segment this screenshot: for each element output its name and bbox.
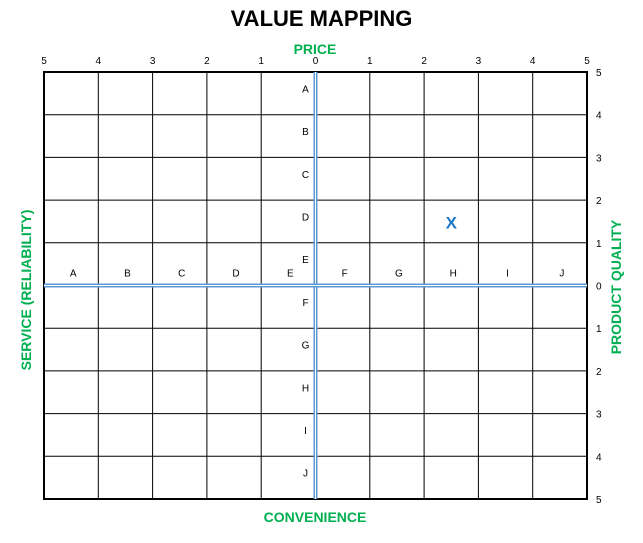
axis-label-convenience: CONVENIENCE <box>263 509 367 525</box>
top-tick-label: 5 <box>41 56 47 67</box>
right-tick-label: 3 <box>596 410 602 421</box>
top-tick-label: 5 <box>584 56 590 67</box>
right-tick-label: 1 <box>596 239 602 250</box>
right-tick-label: 5 <box>596 68 602 79</box>
horizontal-letter-label: J <box>559 269 564 280</box>
marker-x: X <box>446 213 458 232</box>
right-tick-label: 5 <box>596 495 602 506</box>
right-tick-label: 4 <box>596 111 602 122</box>
vertical-letter-label: E <box>302 255 309 266</box>
top-tick-label: 3 <box>150 56 156 67</box>
page-title: VALUE MAPPING <box>230 6 413 31</box>
right-tick-label: 2 <box>596 367 602 378</box>
horizontal-letter-label: F <box>342 269 348 280</box>
top-tick-label: 0 <box>313 56 319 67</box>
right-tick-label: 0 <box>596 282 602 293</box>
top-tick-label: 2 <box>204 56 210 67</box>
axis-label-price: PRICE <box>293 41 337 57</box>
vertical-letter-label: C <box>302 170 309 181</box>
horizontal-letter-label: E <box>287 269 294 280</box>
right-tick-label: 1 <box>596 324 602 335</box>
vertical-letter-label: I <box>304 426 307 437</box>
horizontal-letter-label: A <box>70 269 77 280</box>
top-tick-label: 4 <box>96 56 102 67</box>
vertical-letter-label: F <box>302 298 308 309</box>
horizontal-letter-label: H <box>450 269 457 280</box>
right-tick-label: 3 <box>596 153 602 164</box>
horizontal-letter-label: I <box>506 269 509 280</box>
top-tick-label: 3 <box>476 56 482 67</box>
horizontal-letter-label: G <box>395 269 403 280</box>
top-tick-label: 1 <box>258 56 264 67</box>
horizontal-letter-label: B <box>124 269 131 280</box>
top-tick-label: 4 <box>530 56 536 67</box>
vertical-letter-label: J <box>303 469 308 480</box>
horizontal-letter-label: D <box>232 269 239 280</box>
vertical-letter-label: D <box>302 212 309 223</box>
right-tick-label: 4 <box>596 452 602 463</box>
vertical-letter-label: H <box>302 383 309 394</box>
vertical-letter-label: A <box>302 84 309 95</box>
horizontal-letter-label: C <box>178 269 185 280</box>
vertical-letter-label: B <box>302 127 309 138</box>
right-tick-label: 2 <box>596 196 602 207</box>
vertical-letter-label: G <box>302 341 310 352</box>
top-tick-label: 1 <box>367 56 373 67</box>
top-tick-label: 2 <box>421 56 427 67</box>
